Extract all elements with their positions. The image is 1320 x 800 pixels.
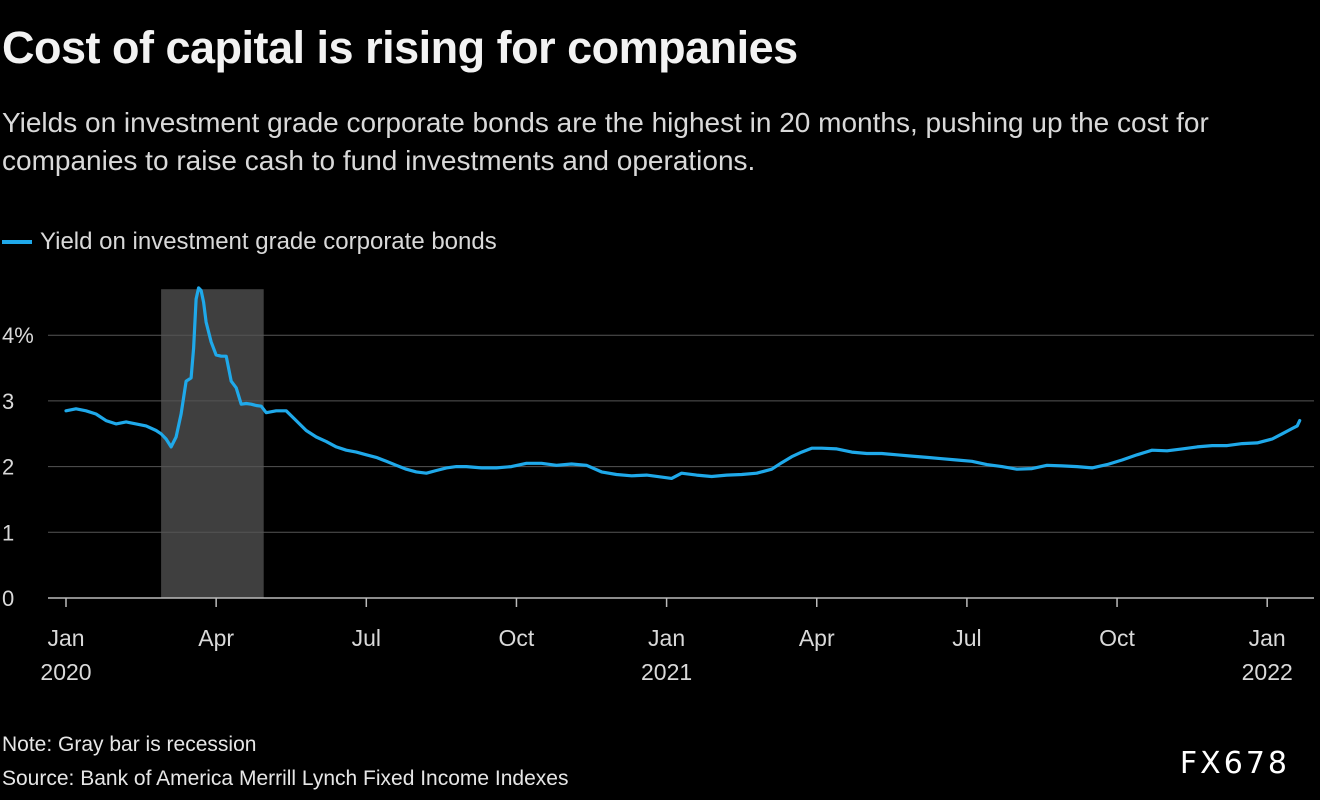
legend: Yield on investment grade corporate bond… (2, 228, 497, 256)
legend-swatch (2, 240, 32, 244)
x-tick-label: Jul (952, 625, 981, 651)
chart-note: Note: Gray bar is recession (2, 733, 257, 756)
line-chart: 0 1 2 3 4% Jan 2020 Apr Jul Oct Jan 2021 Apr Jul Oct Ja… (2, 286, 1314, 685)
x-tick-year-label: 2022 (1242, 659, 1293, 685)
legend-label: Yield on investment grade corporate bond… (40, 228, 497, 255)
y-tick-label: 1 (2, 520, 14, 545)
x-tick-label: Jan (47, 625, 84, 651)
x-tick-year-label: 2020 (40, 659, 91, 685)
x-tick-label: Apr (198, 625, 234, 651)
x-tick-label: Apr (799, 625, 835, 651)
x-tick-year-label: 2021 (641, 659, 692, 685)
y-tick-label: 3 (2, 389, 14, 414)
x-tick-label: Jan (1249, 625, 1286, 651)
y-tick-label: 0 (2, 586, 14, 611)
brand-watermark: FX678 (1179, 746, 1290, 781)
chart-source: Source: Bank of America Merrill Lynch Fi… (2, 767, 569, 790)
x-tick-label: Oct (1099, 625, 1135, 651)
x-tick-label: Jul (352, 625, 381, 651)
x-tick-label: Jan (648, 625, 685, 651)
chart-title: Cost of capital is rising for companies (2, 22, 798, 73)
y-tick-label: 4% (2, 323, 34, 348)
y-tick-label: 2 (2, 455, 14, 480)
x-tick-label: Oct (499, 625, 535, 651)
chart-subtitle: Yields on investment grade corporate bon… (2, 107, 1209, 176)
series-line-yield (64, 286, 1302, 480)
